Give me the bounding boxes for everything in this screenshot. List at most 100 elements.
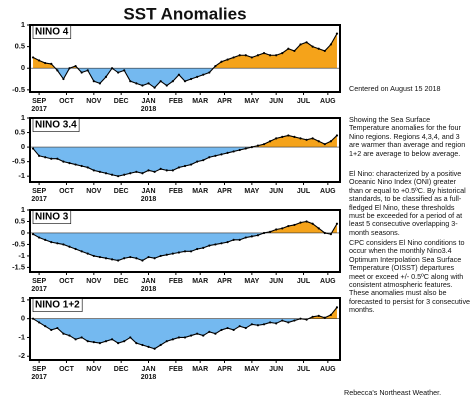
anomaly-line <box>31 134 339 178</box>
x-tick-label: APR <box>217 278 232 285</box>
y-tick-label: -0.5 <box>12 85 25 94</box>
x-tick-label: DEC <box>114 278 129 285</box>
y-tick-label: -1 <box>18 332 25 341</box>
y-tick-label: -0.5 <box>12 239 25 248</box>
note: Centered on August 15 2018 <box>349 84 441 93</box>
x-tick-label: MAY <box>244 98 259 105</box>
y-tick-label: 0 <box>21 63 25 72</box>
x-tick-label: APR <box>217 188 232 195</box>
year-label: 2017 <box>31 196 47 203</box>
x-tick-label: JUN <box>269 98 283 105</box>
year-label: 2017 <box>31 106 47 113</box>
x-tick-label: FEB <box>169 98 183 105</box>
x-tick-label: JUL <box>297 98 311 105</box>
y-tick-label: -1 <box>18 171 25 180</box>
panel-title: NINO 4 <box>35 27 69 38</box>
x-tick-label: DEC <box>114 366 129 373</box>
plot-frame <box>29 297 341 361</box>
year-label: 2017 <box>31 286 47 293</box>
x-tick-label: JUN <box>269 278 283 285</box>
x-tick-label: DEC <box>114 98 129 105</box>
credit: Rebecca's Northeast Weather. <box>344 388 442 397</box>
y-tick-label: 1 <box>21 295 25 304</box>
page-title: SST Anomalies <box>123 4 246 23</box>
x-tick-label: JAN <box>142 278 156 285</box>
x-tick-label: OCT <box>59 98 75 105</box>
x-tick-label: SEP <box>32 278 46 285</box>
x-tick-label: JUL <box>297 188 311 195</box>
x-tick-label: MAR <box>192 98 208 105</box>
x-tick-label: JAN <box>142 366 156 373</box>
panel-title-bg <box>32 118 80 132</box>
x-tick-label: FEB <box>169 278 183 285</box>
x-tick-label: MAR <box>192 278 208 285</box>
x-tick-label: MAR <box>192 366 208 373</box>
x-tick-label: AUG <box>320 366 336 373</box>
y-tick-label: -2 <box>18 351 25 360</box>
year-label: 2018 <box>141 106 157 113</box>
anomaly-line <box>31 306 339 350</box>
plot-frame <box>29 117 341 183</box>
x-tick-label: JUN <box>269 366 283 373</box>
x-tick-label: APR <box>217 98 232 105</box>
anomaly-line <box>31 220 339 262</box>
x-tick-label: NOV <box>86 366 102 373</box>
y-tick-label: 1 <box>21 113 25 122</box>
plot-frame <box>29 24 341 93</box>
x-tick-label: JUL <box>297 278 311 285</box>
x-tick-label: FEB <box>169 188 183 195</box>
x-tick-label: DEC <box>114 188 129 195</box>
panel-title: NINO 3 <box>35 212 69 223</box>
panel-title-bg <box>32 25 72 39</box>
x-tick-label: JUL <box>297 366 311 373</box>
x-tick-label: JAN <box>142 98 156 105</box>
area-below <box>33 318 337 349</box>
panel-title: NINO 3.4 <box>35 120 77 131</box>
x-tick-label: SEP <box>32 98 46 105</box>
x-tick-label: NOV <box>86 98 102 105</box>
y-tick-label: 0.5 <box>15 216 25 225</box>
y-tick-label: -1.5 <box>12 262 25 271</box>
x-tick-label: AUG <box>320 188 336 195</box>
y-tick-label: 0 <box>21 314 25 323</box>
x-tick-label: FEB <box>169 366 183 373</box>
x-tick-label: AUG <box>320 98 336 105</box>
x-tick-label: NOV <box>86 188 102 195</box>
year-label: 2018 <box>141 286 157 293</box>
y-tick-label: -1 <box>18 251 25 260</box>
y-tick-label: 1 <box>21 20 25 29</box>
y-tick-label: 1 <box>21 205 25 214</box>
plot-frame <box>29 209 341 273</box>
x-tick-label: OCT <box>59 188 75 195</box>
x-tick-label: JUN <box>269 188 283 195</box>
x-tick-label: SEP <box>32 366 46 373</box>
x-tick-label: MAY <box>244 188 259 195</box>
x-tick-label: OCT <box>59 366 75 373</box>
x-tick-label: MAR <box>192 188 208 195</box>
y-tick-label: 0.5 <box>15 128 25 137</box>
x-tick-label: NOV <box>86 278 102 285</box>
note: Showing the Sea Surface Temperature anom… <box>349 115 466 158</box>
y-tick-label: -0.5 <box>12 157 25 166</box>
anomaly-line <box>31 32 339 89</box>
y-tick-label: 0 <box>21 142 25 151</box>
x-tick-label: APR <box>217 366 232 373</box>
note: El Nino: characterized by a positive Oce… <box>349 169 466 237</box>
note: CPC considers El Nino conditions to occu… <box>349 238 471 315</box>
panel-title-bg <box>32 210 72 224</box>
y-tick-label: 0 <box>21 228 25 237</box>
x-tick-label: SEP <box>32 188 46 195</box>
x-tick-label: MAY <box>244 366 259 373</box>
year-label: 2018 <box>141 374 157 381</box>
x-tick-label: OCT <box>59 278 75 285</box>
panel-title-bg <box>32 298 83 312</box>
year-label: 2017 <box>31 374 47 381</box>
y-tick-label: 0.5 <box>15 42 25 51</box>
panel-title: NINO 1+2 <box>35 300 80 311</box>
x-tick-label: AUG <box>320 278 336 285</box>
year-label: 2018 <box>141 196 157 203</box>
x-tick-label: MAY <box>244 278 259 285</box>
x-tick-label: JAN <box>142 188 156 195</box>
